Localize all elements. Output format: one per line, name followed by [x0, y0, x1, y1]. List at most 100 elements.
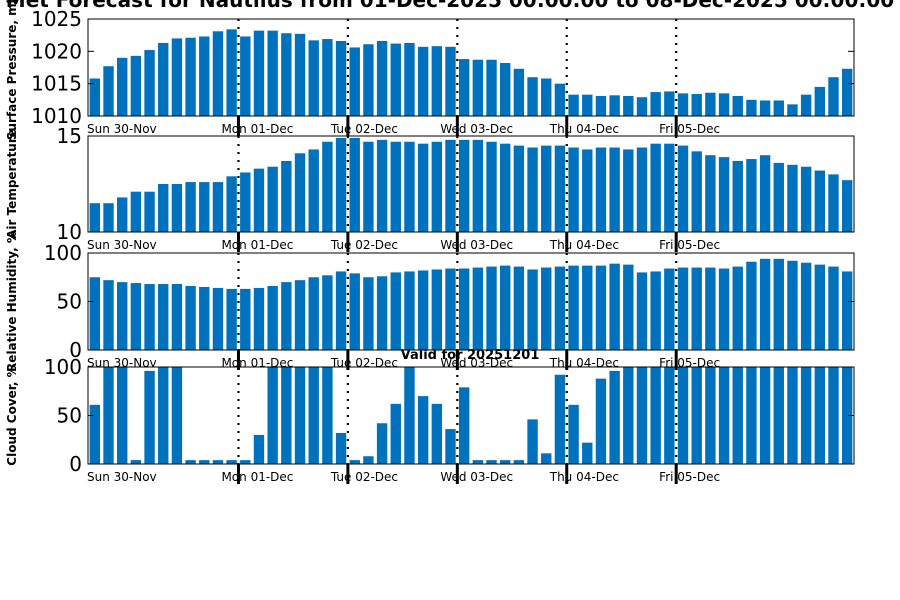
temperature-bar-27	[458, 139, 470, 232]
cloud-cover-bar-10	[226, 460, 237, 464]
pressure-bar-2	[117, 57, 128, 116]
pressure-bar-22	[390, 43, 401, 116]
cloud-cover-bar-50	[773, 367, 784, 464]
pressure-bar-6	[171, 38, 183, 116]
temperature-bar-52	[800, 166, 812, 232]
pressure-bar-4	[144, 50, 155, 116]
temperature-bar-4	[144, 191, 155, 232]
cloud-cover-bar-39	[623, 367, 634, 464]
pressure-bar-34	[554, 83, 566, 116]
pressure-bar-8	[199, 36, 210, 116]
pressure-bar-33	[541, 78, 552, 116]
humidity-bar-38	[609, 263, 620, 350]
humidity-ytick-label-0: 0	[69, 338, 82, 362]
humidity-bar-15	[294, 280, 306, 350]
pressure-bar-26	[445, 46, 456, 117]
temperature-bar-33	[541, 145, 552, 232]
cloud-cover-bar-8	[199, 460, 210, 464]
temperature-axes	[87, 135, 855, 233]
humidity-bar-18	[335, 271, 347, 350]
temperature-bar-35	[568, 147, 579, 232]
pressure-ytick-label-3: 1025	[31, 7, 82, 31]
cloud-cover-bar-9	[212, 460, 224, 464]
cloud-cover-bar-47	[732, 367, 743, 464]
pressure-ytick-label-1: 1015	[31, 72, 82, 96]
pressure-bar-50	[773, 100, 784, 116]
temperature-bar-49	[759, 155, 771, 232]
pressure-axes	[87, 18, 855, 117]
temperature-bar-7	[185, 182, 196, 232]
pressure-bar-53	[814, 86, 826, 116]
pressure-bar-52	[800, 94, 812, 116]
temperature-ylabel: Air Temperature	[5, 129, 19, 239]
temperature-bar-10	[226, 176, 237, 232]
cloud-cover-bar-15	[294, 367, 306, 464]
pressure-bar-37	[595, 95, 607, 116]
temperature-bar-54	[828, 174, 839, 232]
temperature-bar-13	[267, 166, 278, 232]
cloud-cover-bar-34	[554, 374, 566, 464]
humidity-bar-34	[554, 266, 566, 350]
cloud-cover-bar-29	[486, 460, 497, 464]
humidity-xtick-label-3: Wed 03-Dec	[440, 356, 513, 370]
humidity-bar-51	[787, 260, 798, 350]
temperature-xtick-label-5: Fri 05-Dec	[659, 238, 720, 252]
pressure-bar-14	[281, 33, 292, 117]
cloud-cover-bar-7	[185, 460, 196, 464]
humidity-bar-5	[158, 284, 169, 350]
pressure-bar-10	[226, 29, 237, 117]
humidity-bar-45	[705, 267, 716, 350]
temperature-ytick-label-0: 10	[57, 220, 82, 244]
humidity-bar-21	[376, 276, 388, 350]
humidity-bar-22	[390, 272, 401, 350]
humidity-xtick-label-4: Thu 04-Dec	[549, 356, 619, 370]
temperature-xtick-label-0: Sun 30-Nov	[87, 238, 157, 252]
humidity-ylabel: Relative Humidity, %	[5, 231, 19, 372]
pressure-bar-17	[322, 39, 333, 116]
cloud-cover-bar-21	[376, 423, 388, 464]
cloud-cover-bar-5	[158, 367, 169, 464]
humidity-bar-6	[171, 284, 183, 350]
humidity-bar-53	[814, 264, 826, 350]
temperature-bar-22	[390, 141, 401, 232]
cloud-cover-ylabel: Cloud Cover, %	[5, 365, 19, 465]
cloud-cover-bar-16	[308, 367, 319, 464]
temperature-bar-14	[281, 160, 292, 232]
cloud-cover-bar-40	[636, 367, 648, 464]
pressure-ytick-label-2: 1020	[31, 39, 82, 63]
temperature-bar-24	[417, 143, 429, 232]
pressure-bar-42	[664, 91, 675, 116]
cloud-cover-xtick-label-2: Tue 02-Dec	[330, 470, 398, 484]
pressure-bar-46	[718, 93, 730, 116]
temperature-bar-32	[527, 147, 538, 232]
pressure-bar-43	[677, 93, 689, 116]
temperature-bar-29	[486, 141, 497, 232]
cloud-cover-bar-41	[650, 367, 661, 464]
humidity-bar-17	[322, 275, 333, 350]
temperature-bar-39	[623, 149, 634, 232]
pressure-bar-36	[582, 94, 593, 116]
pressure-bar-49	[759, 100, 771, 116]
figure-subtitle: Valid for 20251201	[401, 348, 540, 363]
temperature-bar-46	[718, 157, 730, 232]
pressure-ylabel: Surface Pressure, mb	[5, 0, 19, 140]
humidity-bar-0	[89, 277, 101, 350]
temperature-bar-37	[595, 147, 607, 232]
humidity-bar-52	[800, 262, 812, 350]
pressure-bar-1	[103, 66, 114, 116]
pressure-bar-25	[431, 46, 443, 116]
cloud-cover-bar-26	[445, 429, 456, 464]
figure-title: Met Forecast for Nautilus from 01-Dec-20…	[6, 0, 894, 12]
pressure-bar-28	[472, 59, 484, 116]
pressure-xtick-label-2: Tue 02-Dec	[330, 122, 398, 136]
cloud-cover-bar-54	[828, 367, 839, 464]
pressure-bar-19	[349, 47, 360, 117]
cloud-cover-bar-0	[89, 404, 101, 464]
humidity-bar-13	[267, 285, 278, 350]
pressure-bar-31	[513, 68, 525, 116]
cloud-cover-bar-51	[787, 367, 798, 464]
pressure-bar-39	[623, 95, 634, 116]
humidity-bar-48	[746, 261, 757, 350]
temperature-bar-18	[335, 137, 347, 232]
cloud-cover-bar-13	[267, 367, 278, 464]
